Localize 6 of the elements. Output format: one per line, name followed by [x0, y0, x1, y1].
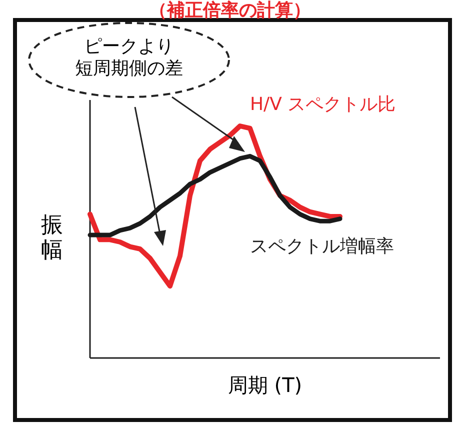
series-label: H/V スペクトル比: [250, 94, 396, 115]
x-axis-title: 周期 (T): [228, 373, 302, 397]
chart-title: （補正倍率の計算）: [149, 0, 311, 21]
text: ピークより短周期側の差: [75, 36, 183, 79]
y-axis-title: 振幅: [41, 213, 63, 263]
series-label: スペクトル増幅率: [250, 236, 394, 257]
